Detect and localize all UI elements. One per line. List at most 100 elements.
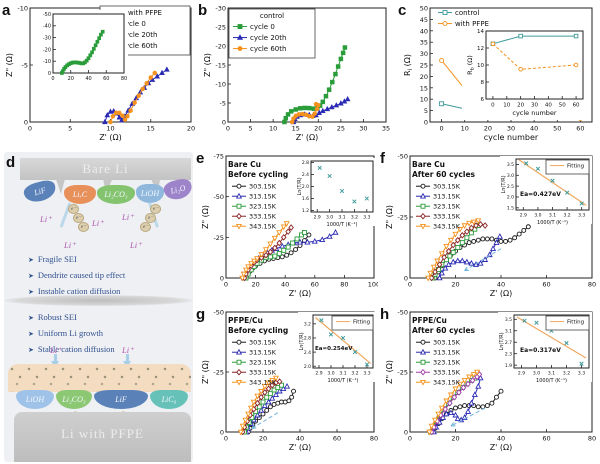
- svg-text:-25: -25: [213, 368, 224, 376]
- svg-text:0: 0: [220, 428, 224, 436]
- svg-text:Z" (Ω): Z" (Ω): [201, 205, 210, 229]
- chart-a-nyquist-with-pfpe: 0 5 10 15 20 0 -5 -10 Z' (Ω) Z" (Ω) with PFPE cycle…: [5, 4, 195, 142]
- svg-text:Z' (Ω): Z' (Ω): [289, 289, 312, 298]
- svg-text:Ln(T/R): Ln(T/R): [501, 175, 507, 193]
- ion-arrow: [126, 354, 129, 362]
- svg-text:Before cycling: Before cycling: [228, 170, 288, 179]
- svg-text:Ln(T/R): Ln(T/R): [299, 332, 305, 350]
- svg-text:20: 20: [420, 73, 428, 81]
- svg-text:35: 35: [382, 125, 390, 133]
- li-ion-label: Li⁺: [130, 240, 142, 250]
- svg-text:1000/T (K⁻¹): 1000/T (K⁻¹): [536, 378, 567, 384]
- panel-letter-d: d: [6, 154, 16, 171]
- svg-text:with PFPE: with PFPE: [455, 20, 489, 28]
- svg-text:2.4: 2.4: [302, 172, 309, 178]
- svg-text:20: 20: [517, 103, 524, 109]
- svg-text:40: 40: [530, 125, 538, 133]
- svg-text:3.5: 3.5: [507, 162, 514, 168]
- svg-text:Z' (Ω): Z' (Ω): [490, 443, 513, 452]
- svg-text:20: 20: [451, 435, 459, 443]
- svg-text:3.0: 3.0: [507, 173, 514, 179]
- li-ion-label: Li⁺: [92, 218, 104, 228]
- svg-text:50: 50: [559, 103, 566, 109]
- svg-text:60: 60: [333, 435, 341, 443]
- svg-text:5: 5: [249, 125, 253, 133]
- svg-text:cycle number: cycle number: [512, 109, 557, 117]
- svg-text:Rb (Ω): Rb (Ω): [466, 55, 476, 75]
- svg-text:0: 0: [408, 281, 412, 289]
- svg-text:2.9: 2.9: [518, 371, 525, 377]
- svg-text:3.2: 3.2: [563, 371, 570, 377]
- svg-text:control: control: [260, 12, 284, 20]
- panel-g: g 0 20 40 60 80 0 -25 -50 Z' (Ω) Z" (Ω) PFPE/Cu Bef…: [196, 306, 378, 462]
- svg-text:-75: -75: [213, 152, 224, 160]
- chart-e-bare-cu-before: 0 20 40 60 80 100 0 -25 -50 -75 Z' (Ω) Z" (Ω) Bare C…: [201, 152, 378, 298]
- svg-text:40: 40: [545, 103, 552, 109]
- svg-text:60: 60: [542, 281, 550, 289]
- svg-text:20: 20: [187, 125, 195, 133]
- svg-text:2.8: 2.8: [304, 336, 311, 342]
- svg-text:Z" (Ω): Z" (Ω): [385, 360, 394, 384]
- svg-text:-30: -30: [215, 4, 226, 12]
- svg-text:30: 30: [507, 125, 515, 133]
- svg-text:-15: -15: [215, 61, 226, 69]
- svg-text:cycle 20th: cycle 20th: [121, 31, 157, 39]
- svg-text:333.15K: 333.15K: [433, 369, 461, 377]
- sei-species-lif: LiF: [22, 177, 58, 206]
- svg-text:20: 20: [484, 125, 492, 133]
- panel-b: b 0 5 10 15 20 25 30 35 0 -5 -10 -15 -20 -25 -30 Z' (Ω)…: [198, 2, 394, 150]
- svg-text:30: 30: [531, 103, 538, 109]
- electron-icon: e⁻: [68, 204, 79, 214]
- svg-text:50: 50: [553, 125, 561, 133]
- svg-text:50: 50: [420, 4, 428, 12]
- panel-letter-g: g: [196, 306, 206, 323]
- svg-text:3.1: 3.1: [549, 213, 556, 219]
- svg-text:3.1: 3.1: [339, 371, 346, 377]
- svg-text:3.5: 3.5: [505, 317, 512, 323]
- svg-text:1000/T (K⁻¹): 1000/T (K⁻¹): [328, 378, 359, 384]
- svg-text:3.0: 3.0: [534, 213, 541, 219]
- svg-text:-20: -20: [43, 47, 51, 53]
- svg-text:80: 80: [588, 435, 596, 443]
- svg-text:0: 0: [404, 428, 408, 436]
- svg-text:3.2: 3.2: [351, 215, 358, 221]
- svg-text:15: 15: [292, 125, 300, 133]
- bare-li-issues-list: ➤ Fragile SEI ➤ Dendrite caused tip effect…: [28, 254, 126, 296]
- svg-text:10: 10: [503, 103, 510, 109]
- svg-text:0: 0: [440, 125, 444, 133]
- svg-text:-5: -5: [22, 61, 28, 69]
- svg-text:20: 20: [451, 281, 459, 289]
- svg-text:323.15K: 323.15K: [433, 203, 461, 211]
- svg-text:343.15K: 343.15K: [433, 379, 461, 387]
- svg-text:-40: -40: [43, 24, 51, 30]
- pfpe-benefits-list: ➤ Robust SEI ➤ Uniform Li growth ➤ Stable c…: [28, 312, 115, 354]
- svg-text:-30: -30: [43, 36, 51, 42]
- svg-text:333.15K: 333.15K: [249, 369, 277, 377]
- svg-text:3.0: 3.0: [327, 371, 334, 377]
- svg-text:2.4: 2.4: [304, 350, 311, 356]
- svg-text:cycle 60th: cycle 60th: [121, 42, 157, 50]
- svg-text:2.9: 2.9: [315, 371, 322, 377]
- dendrite-icon: [56, 179, 65, 194]
- svg-text:12: 12: [477, 46, 484, 52]
- svg-text:1000/T (K⁻¹): 1000/T (K⁻¹): [537, 220, 568, 226]
- svg-text:1.2: 1.2: [302, 208, 309, 214]
- svg-text:cycle 20th: cycle 20th: [250, 34, 286, 42]
- svg-text:2.5: 2.5: [507, 184, 514, 190]
- sei-species-lic6-bottom: LiC₆: [150, 390, 188, 409]
- svg-text:40: 40: [420, 27, 428, 35]
- svg-text:-50: -50: [43, 12, 51, 18]
- svg-text:0: 0: [48, 71, 51, 77]
- svg-text:3.2: 3.2: [351, 371, 358, 377]
- li-ion-label: Li⁺: [64, 240, 76, 250]
- svg-text:343.15K: 343.15K: [249, 379, 277, 387]
- svg-text:20: 20: [314, 125, 322, 133]
- panel-letter-a: a: [2, 2, 11, 19]
- svg-text:313.15K: 313.15K: [249, 349, 277, 357]
- electron-icon: e⁻: [150, 204, 161, 214]
- svg-text:Z" (Ω): Z" (Ω): [5, 53, 14, 77]
- svg-text:3.0: 3.0: [533, 371, 540, 377]
- chart-g-pfpe-cu-before: 0 20 40 60 80 0 -25 -50 Z' (Ω) Z" (Ω) PFPE/CuBefor…: [201, 308, 378, 452]
- svg-text:1.5: 1.5: [507, 206, 514, 212]
